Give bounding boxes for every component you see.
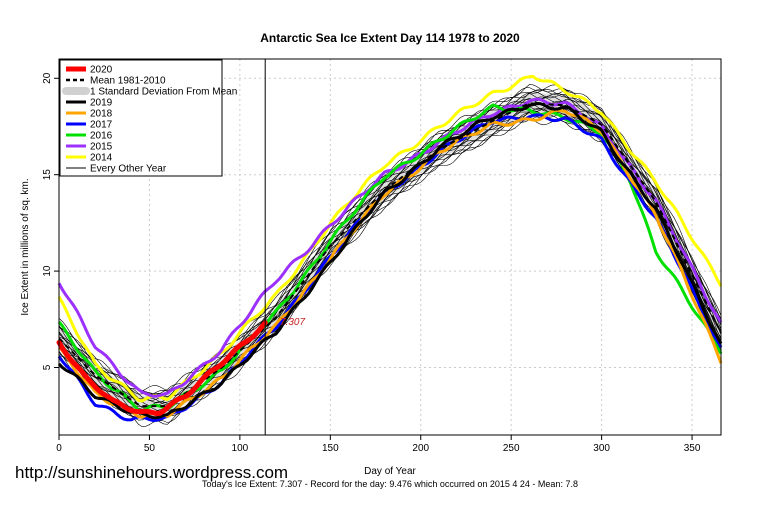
- chart-title: Antarctic Sea Ice Extent Day 114 1978 to…: [260, 31, 520, 45]
- y-tick-label: 15: [42, 169, 53, 181]
- legend-item: 1 Standard Deviation From Mean: [62, 87, 237, 98]
- plot-border: [58, 58, 722, 436]
- legend-item: 2017: [66, 120, 113, 131]
- legend-label: Mean 1981-2010: [90, 76, 166, 87]
- y-tick-label: 5: [42, 364, 53, 370]
- series-2014: [57, 74, 723, 403]
- x-tick-label: 150: [322, 443, 339, 454]
- x-tick-label: 200: [412, 443, 429, 454]
- legend-label: 2020: [90, 65, 113, 76]
- legend-item: 2015: [66, 142, 113, 153]
- legend-item: 2020: [66, 65, 113, 76]
- footer-stats: Today's Ice Extent: 7.307 - Record for t…: [202, 479, 578, 489]
- y-tick-label: 20: [42, 72, 53, 84]
- legend-label: 2015: [90, 142, 113, 153]
- legend-label: 2019: [90, 98, 113, 109]
- x-tick-label: 50: [144, 443, 156, 454]
- series-2019: [57, 102, 723, 420]
- x-tick-label: 250: [503, 443, 520, 454]
- legend-item: 2018: [66, 109, 113, 120]
- legend-label: 2018: [90, 109, 113, 120]
- series-2015: [57, 97, 723, 398]
- x-tick-label: 0: [56, 443, 62, 454]
- legend-item: 2016: [66, 131, 113, 142]
- legend-item: 2019: [66, 98, 113, 109]
- every-other-year-line: [58, 92, 722, 401]
- watermark-url[interactable]: http://sunshinehours.wordpress.com: [15, 463, 288, 482]
- legend-label: 1 Standard Deviation From Mean: [90, 87, 237, 98]
- x-tick-label: 300: [593, 443, 610, 454]
- every-other-year-line: [58, 114, 722, 425]
- series-2020: [56, 320, 268, 417]
- x-axis-label: Day of Year: [364, 466, 416, 477]
- legend-label: 2016: [90, 131, 113, 142]
- legend-label: Every Other Year: [90, 164, 167, 175]
- x-tick-label: 100: [232, 443, 249, 454]
- legend-item: Mean 1981-2010: [66, 76, 166, 87]
- current-value-label: 7.307: [280, 317, 305, 328]
- legend-item: Every Other Year: [66, 164, 167, 175]
- y-tick-label: 10: [42, 265, 53, 277]
- legend-label: 2017: [90, 120, 113, 131]
- legend-label: 2014: [90, 153, 113, 164]
- y-axis-label: Ice Extent in millions of sq. km.: [20, 178, 31, 315]
- legend-box: [59, 59, 223, 177]
- x-tick-label: 350: [684, 443, 701, 454]
- legend-item: 2014: [66, 153, 113, 164]
